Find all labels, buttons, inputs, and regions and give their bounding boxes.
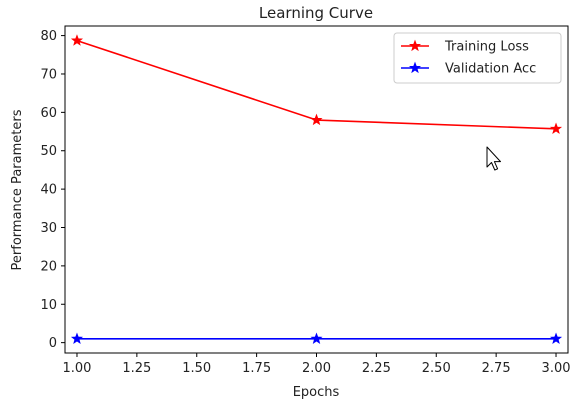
data-point-training-loss: [310, 113, 323, 126]
data-point-validation-acc: [310, 332, 323, 344]
chart-title: Learning Curve: [259, 4, 373, 22]
data-point-training-loss: [549, 122, 563, 135]
x-axis-title: Epochs: [293, 385, 340, 400]
y-tick-label: 0: [49, 336, 57, 351]
x-tick-label: 3.00: [542, 361, 571, 376]
x-tick-label: 1.50: [182, 361, 211, 376]
y-tick-label: 80: [40, 29, 57, 44]
data-point-validation-acc: [70, 332, 84, 344]
legend-item-validation-acc: Validation Acc: [401, 62, 536, 77]
x-tick-label: 1.75: [242, 361, 271, 376]
legend-box: [393, 32, 562, 84]
x-tick-label: 1.00: [62, 361, 91, 376]
y-axis: 0 10 20 30 40 50 60 70 80: [40, 29, 65, 351]
legend-marker-training-loss: [408, 39, 422, 52]
y-tick-label: 40: [40, 183, 57, 198]
legend-item-training-loss: Training Loss: [401, 40, 529, 55]
x-tick-label: 2.75: [482, 361, 511, 376]
y-tick-label: 60: [40, 106, 57, 121]
legend: Training Loss Validation Acc: [393, 32, 562, 84]
y-tick-label: 30: [40, 221, 57, 236]
y-tick-label: 70: [40, 67, 57, 82]
x-axis: 1.00 1.25 1.50 1.75 2.00 2.25 2.50 2.75 3.00: [62, 353, 571, 376]
data-point-validation-acc: [549, 332, 563, 344]
series-layer: [70, 34, 563, 344]
x-tick-label: 2.50: [422, 361, 451, 376]
y-tick-label: 20: [40, 259, 57, 274]
y-tick-label: 50: [40, 144, 57, 159]
x-tick-label: 2.25: [362, 361, 391, 376]
legend-label-validation-acc: Validation Acc: [445, 62, 536, 77]
legend-marker-validation-acc: [408, 61, 422, 74]
y-tick-label: 10: [40, 298, 57, 313]
legend-label-training-loss: Training Loss: [444, 40, 529, 55]
x-tick-label: 1.25: [122, 361, 151, 376]
x-tick-label: 2.00: [302, 361, 331, 376]
mouse-pointer-icon: [486, 146, 501, 171]
y-axis-title: Performance Parameters: [10, 109, 25, 270]
data-point-training-loss: [70, 34, 84, 46]
